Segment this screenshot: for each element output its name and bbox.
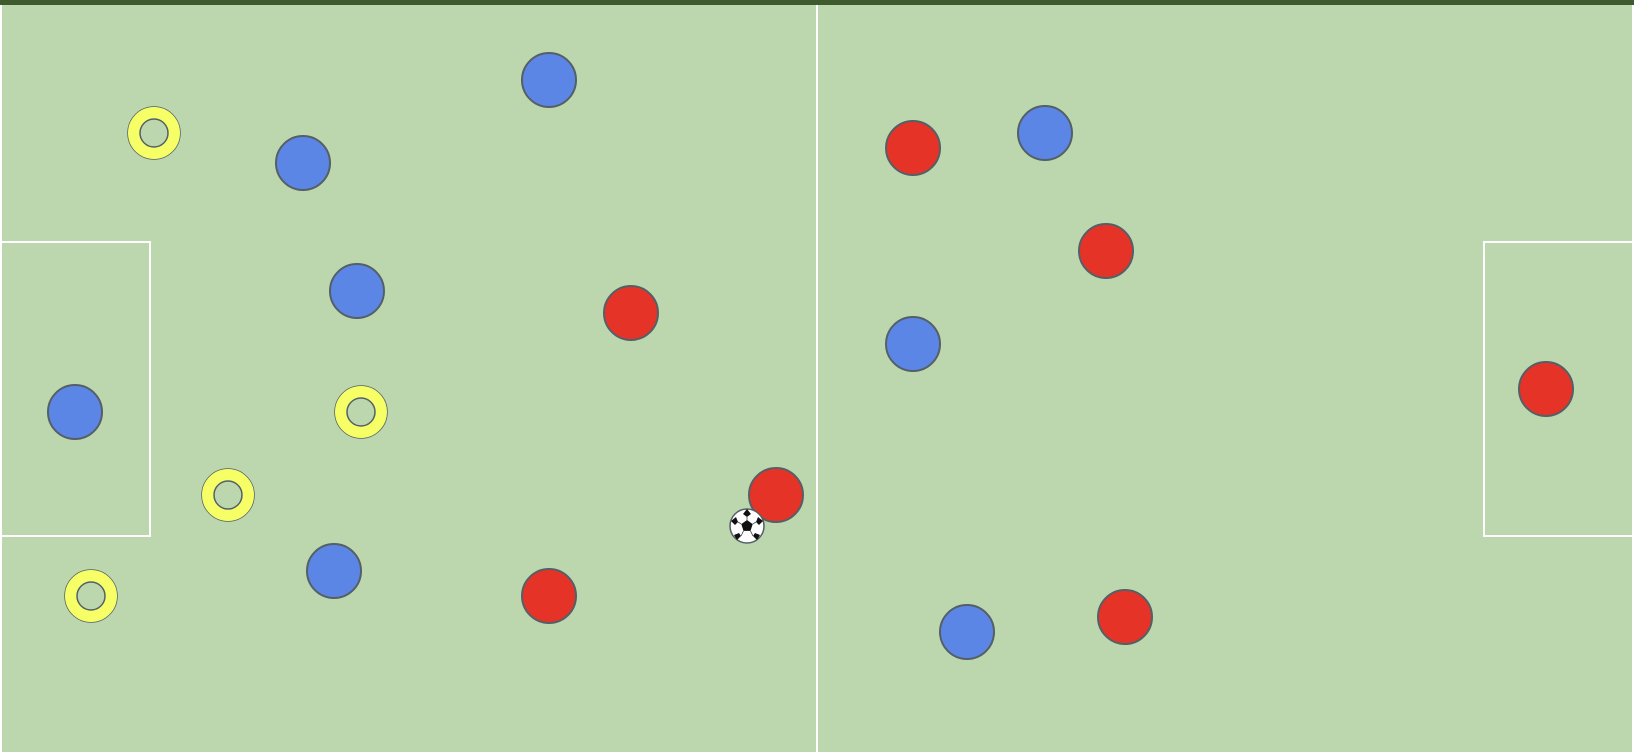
yellow-ring-marker[interactable]	[128, 107, 180, 159]
red-team	[521, 120, 1574, 645]
yellow-ring-marker[interactable]	[65, 570, 117, 622]
red-player-disc[interactable]	[1097, 589, 1153, 645]
yellow-ring-marker-inner	[139, 118, 169, 148]
red-player-disc[interactable]	[885, 120, 941, 176]
soccer-ball-icon[interactable]	[729, 508, 765, 544]
right-goal-box	[1483, 241, 1634, 537]
blue-player-disc[interactable]	[306, 543, 362, 599]
blue-player-disc[interactable]	[939, 604, 995, 660]
blue-team	[47, 52, 1073, 660]
red-player-disc[interactable]	[1518, 361, 1574, 417]
blue-player-disc[interactable]	[521, 52, 577, 108]
left-goal-box	[0, 241, 151, 537]
blue-player-disc[interactable]	[329, 263, 385, 319]
top-band	[0, 0, 1634, 5]
yellow-ring-marker-inner	[213, 480, 243, 510]
yellow-ring-marker[interactable]	[335, 386, 387, 438]
blue-player-disc[interactable]	[885, 316, 941, 372]
red-player-disc[interactable]	[521, 568, 577, 624]
yellow-ring-marker-inner	[346, 397, 376, 427]
red-player-disc[interactable]	[1078, 223, 1134, 279]
yellow-ring-marker[interactable]	[202, 469, 254, 521]
marker-group	[64, 106, 388, 623]
red-player-disc[interactable]	[603, 285, 659, 341]
blue-player-disc[interactable]	[47, 384, 103, 440]
red-player-disc[interactable]	[748, 467, 804, 523]
blue-player-disc[interactable]	[1017, 105, 1073, 161]
yellow-ring-marker-inner	[76, 581, 106, 611]
blue-player-disc[interactable]	[275, 135, 331, 191]
